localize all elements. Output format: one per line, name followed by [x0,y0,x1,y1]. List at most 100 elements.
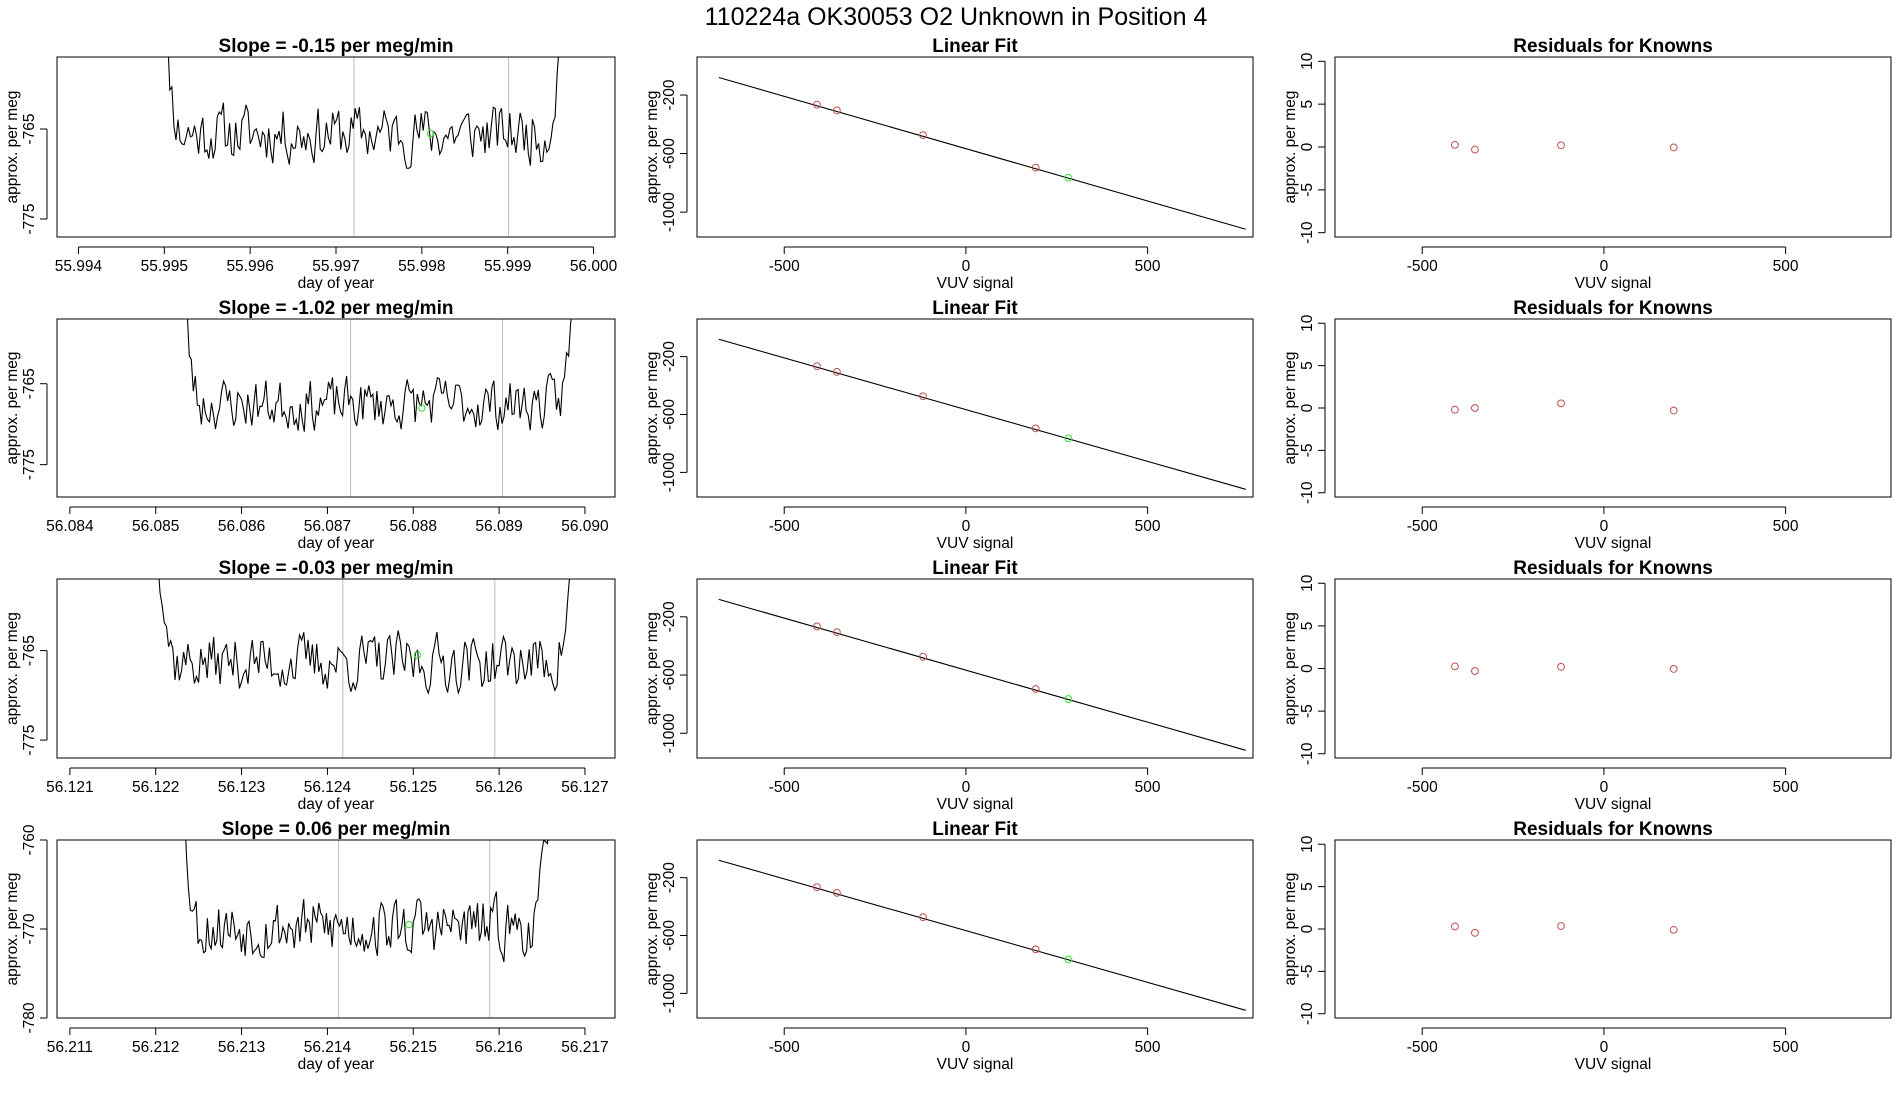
x-tick-label: 55.995 [141,258,188,275]
plot-area [718,598,1246,751]
x-tick-label: 56.000 [570,258,618,275]
y-axis-label: approx. per meg [4,612,21,725]
residual-point [1471,667,1479,675]
unknown-point [1064,434,1073,443]
unknown-point [405,920,413,929]
x-tick-label: -500 [769,518,800,535]
x-tick-label: -500 [769,779,800,796]
y-tick-label: -1000 [661,452,678,492]
x-tick-label: 56.125 [390,779,437,796]
y-tick-label: -780 [21,1002,38,1033]
x-axis-label: VUV signal [937,535,1014,552]
x-tick-label: 56.213 [218,1039,265,1056]
y-tick-label: 10 [1299,574,1316,592]
panel-title: Linear Fit [932,298,1018,319]
residual-point [1669,925,1678,934]
x-tick-label: 0 [1600,779,1609,796]
y-tick-label: -775 [21,449,38,480]
y-tick-label: -200 [661,79,678,110]
x-tick-label: 56.087 [304,518,351,535]
x-tick-label: 500 [1773,779,1799,796]
x-tick-label: 500 [1135,1039,1161,1056]
y-tick-label: 5 [1299,361,1316,370]
x-tick-label: 56.124 [304,779,352,796]
plot-frame [696,56,1254,238]
y-tick-label: -770 [21,913,38,944]
plot-area [718,338,1246,490]
residual-point [1557,922,1565,930]
panel-title: Residuals for Knowns [1513,558,1713,579]
x-tick-label: -500 [1407,258,1438,275]
x-axis-label: day of year [298,796,375,813]
x-axis-label: day of year [298,275,375,292]
x-tick-label: 0 [1600,1039,1609,1056]
known-point [919,392,927,401]
panel-title: Residuals for Knowns [1513,36,1713,57]
x-tick-label: 0 [962,258,971,275]
residual-point [1471,145,1479,154]
series-line [185,840,549,963]
x-tick-label: 56.123 [218,779,265,796]
y-axis-label: approx. per meg [644,91,661,204]
plot-frame [1334,578,1892,759]
x-axis-label: VUV signal [1575,1056,1652,1073]
y-tick-label: -775 [21,203,38,234]
residual-point [1471,404,1479,412]
known-point [1031,945,1040,954]
plot-area [1451,662,1678,675]
known-point [813,622,821,631]
y-tick-label: 0 [1299,403,1316,412]
x-axis-label: VUV signal [1575,796,1652,813]
panel-residuals-2: Residuals for Knowns -500 0 500 VUV signal 10… [1282,298,1892,552]
x-tick-label: -500 [1407,1039,1438,1056]
y-tick-label: 5 [1299,100,1316,109]
y-tick-label: -5 [1299,964,1316,978]
residual-point [1451,662,1459,671]
x-tick-label: 56.089 [475,518,522,535]
fit-line [718,76,1246,230]
plot-frame [56,839,616,1019]
panel-linear-fit-2: Linear Fit -500 0 500 VUV signal -200 -600 -100… [644,298,1254,552]
y-axis-label: approx. per meg [1282,612,1299,725]
known-point [1031,163,1040,172]
panel-residuals-4: Residuals for Knowns -500 0 500 VUV signal 10… [1282,819,1892,1073]
y-tick-label: -1000 [661,713,678,753]
plot-area [1451,399,1678,415]
plot-area [185,840,549,1018]
x-tick-label: 56.211 [47,1039,93,1056]
known-point [813,100,821,109]
x-tick-label: 56.212 [132,1039,179,1056]
x-axis-label: VUV signal [937,275,1014,292]
plot-frame [56,318,616,498]
x-axis-label: day of year [298,1056,375,1073]
panel-linear-fit-4: Linear Fit -500 0 500 VUV signal -200 -600 -100… [644,819,1254,1073]
x-tick-label: -500 [769,258,800,275]
known-point [833,888,841,897]
known-point [919,652,927,661]
x-tick-label: 500 [1773,258,1799,275]
panel-residuals-3: Residuals for Knowns -500 0 500 VUV signal 10… [1282,558,1892,813]
y-axis-label: approx. per meg [4,91,21,204]
plot-frame [696,318,1254,498]
plot-area [1451,922,1678,937]
y-tick-label: -1000 [661,192,678,232]
y-tick-label: -10 [1299,481,1316,504]
x-tick-label: 56.121 [46,779,93,796]
panel-title: Slope = -0.15 per meg/min [219,36,454,57]
unknown-point [1064,955,1073,964]
y-tick-label: -600 [661,659,678,690]
y-tick-label: -765 [21,635,38,666]
y-tick-label: 0 [1299,142,1316,151]
residual-point [1669,143,1678,152]
y-tick-label: -775 [21,725,38,756]
y-tick-label: -5 [1299,443,1316,457]
y-tick-label: -200 [661,341,678,372]
y-tick-label: 5 [1299,622,1316,631]
y-axis-label: approx. per meg [1282,873,1299,986]
y-tick-label: -765 [21,113,38,144]
residual-point [1451,405,1459,414]
residual-point [1471,928,1479,937]
residual-point [1669,665,1678,673]
known-point [833,367,841,376]
x-tick-label: 0 [1600,518,1609,535]
